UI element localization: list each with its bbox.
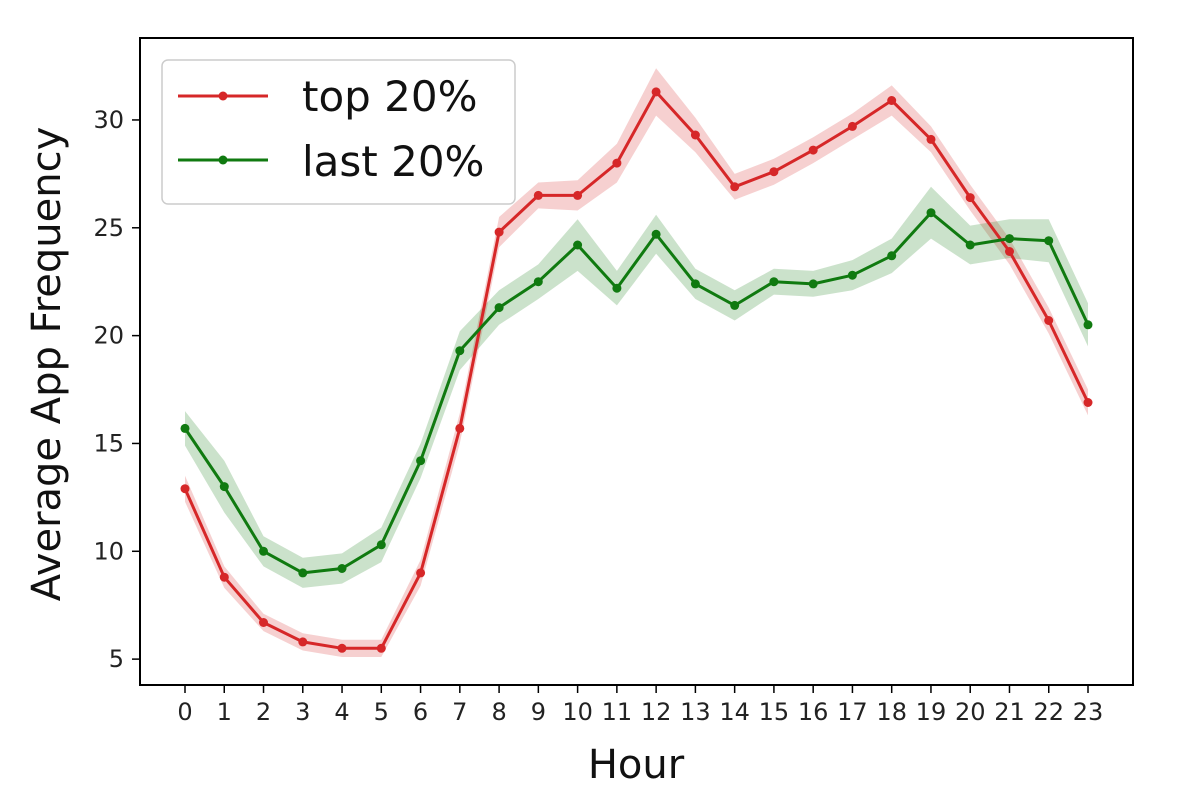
series-point-1 <box>533 277 543 287</box>
series-point-1 <box>573 240 583 250</box>
x-tick-label: 21 <box>994 698 1025 726</box>
series-point-0 <box>494 227 504 237</box>
series-point-0 <box>847 121 857 131</box>
series-point-1 <box>298 568 308 578</box>
x-tick-label: 18 <box>876 698 907 726</box>
series-point-1 <box>769 277 779 287</box>
x-tick-label: 5 <box>374 698 389 726</box>
confidence-bands <box>185 68 1088 657</box>
series-markers <box>180 87 1093 653</box>
series-line-1 <box>183 211 1090 575</box>
x-tick-label: 1 <box>217 698 232 726</box>
series-point-0 <box>376 643 386 653</box>
series-point-0 <box>1005 247 1014 256</box>
series-point-1 <box>1044 236 1054 246</box>
series-point-1 <box>494 303 504 313</box>
y-tick-label: 15 <box>93 429 124 457</box>
x-tick-label: 14 <box>719 698 750 726</box>
series-point-0 <box>769 167 779 177</box>
x-tick-label: 9 <box>531 698 546 726</box>
series-point-1 <box>455 346 465 356</box>
x-tick-label: 22 <box>1033 698 1064 726</box>
series-point-1 <box>1005 234 1014 244</box>
series-point-0 <box>926 134 936 144</box>
series-point-0 <box>1083 398 1093 407</box>
series-point-1 <box>1083 320 1093 330</box>
series-point-0 <box>219 572 229 582</box>
series-point-0 <box>533 190 543 200</box>
x-tick-label: 4 <box>334 698 349 726</box>
x-tick-label: 0 <box>177 698 192 726</box>
legend-label-last-20: last 20% <box>302 137 484 186</box>
series-point-1 <box>337 564 347 573</box>
legend-label-top-20: top 20% <box>302 72 478 121</box>
series-point-0 <box>965 193 975 203</box>
series-point-0 <box>730 182 740 192</box>
legend: top 20% last 20% <box>161 59 516 205</box>
y-tick-label: 25 <box>93 214 124 242</box>
series-point-0 <box>416 568 426 578</box>
x-tick-label: 16 <box>798 698 829 726</box>
series-lines <box>183 90 1090 650</box>
x-tick-label: 11 <box>602 698 633 726</box>
series-point-0 <box>573 190 583 200</box>
series-point-1 <box>965 240 975 250</box>
series-point-1 <box>847 270 857 280</box>
series-point-1 <box>416 456 426 466</box>
x-tick-label: 17 <box>837 698 868 726</box>
y-tick-label: 5 <box>109 645 124 673</box>
y-axis: 5 10 15 20 25 30 <box>93 106 140 673</box>
y-tick-label: 10 <box>93 537 124 565</box>
x-tick-label: 6 <box>413 698 428 726</box>
series-point-1 <box>180 423 190 433</box>
x-tick-label: 8 <box>491 698 506 726</box>
series-point-0 <box>612 158 622 168</box>
series-point-0 <box>337 643 347 653</box>
series-point-0 <box>887 96 897 105</box>
series-point-1 <box>887 251 897 261</box>
legend-marker-top-20 <box>218 91 228 101</box>
series-point-1 <box>730 300 740 310</box>
series-point-0 <box>690 130 700 140</box>
series-point-1 <box>651 229 661 239</box>
series-point-1 <box>926 208 936 218</box>
series-point-0 <box>651 87 661 97</box>
y-tick-label: 20 <box>93 322 124 350</box>
x-tick-label: 2 <box>256 698 271 726</box>
series-point-0 <box>1044 316 1054 325</box>
series-point-1 <box>808 279 818 289</box>
series-point-1 <box>612 283 622 293</box>
x-tick-label: 15 <box>759 698 790 726</box>
x-tick-label: 13 <box>680 698 711 726</box>
x-tick-label: 20 <box>955 698 986 726</box>
series-point-0 <box>298 637 308 647</box>
y-axis-title: Average App Frequency <box>24 127 70 601</box>
series-point-0 <box>180 484 190 494</box>
series-point-0 <box>808 145 818 155</box>
x-tick-label: 12 <box>641 698 672 726</box>
y-tick-label: 30 <box>93 106 124 134</box>
series-point-1 <box>376 540 386 550</box>
x-tick-label: 19 <box>916 698 947 726</box>
series-band-1 <box>185 186 1088 588</box>
x-axis: 0 1 2 3 4 5 6 7 8 9 10 11 12 13 14 15 16 17 18 19 20 21 22 23 <box>177 685 1103 726</box>
series-point-1 <box>219 482 229 492</box>
x-tick-label: 23 <box>1073 698 1104 726</box>
x-tick-label: 7 <box>452 698 467 726</box>
series-point-0 <box>259 618 268 627</box>
legend-marker-last-20 <box>218 155 228 165</box>
x-tick-label: 10 <box>562 698 593 726</box>
x-tick-label: 3 <box>295 698 310 726</box>
x-axis-title: Hour <box>588 742 685 788</box>
series-point-0 <box>455 423 465 433</box>
series-point-1 <box>690 279 700 289</box>
series-point-1 <box>259 546 268 556</box>
series-line-0 <box>183 90 1090 650</box>
